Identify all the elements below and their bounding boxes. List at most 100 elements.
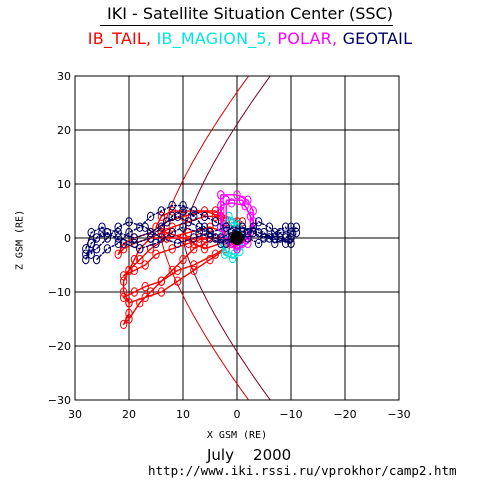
orbit-loop [254,217,263,227]
orbit-loop [281,222,290,232]
orbit-loop [200,244,209,254]
orbit-loop [119,244,128,254]
orbit-loop [119,271,128,281]
orbit-loop [130,233,139,243]
x-tick-label: 10 [176,408,190,421]
orbit-loop [119,292,128,303]
orbit-loop [119,287,128,297]
orbit-loop [92,254,101,265]
orbit-loop [190,233,198,243]
orbit-loop [241,200,249,211]
orbit-loop [136,254,144,265]
orbit-loop [168,244,176,254]
orbit-loop [103,244,112,254]
x-tick-label: 30 [68,408,82,421]
orbit-loop [114,222,122,232]
orbit-loop [146,233,155,243]
orbit-loop [141,292,149,303]
orbit-loop [200,211,209,222]
orbit-loop [222,238,230,249]
orbit-track [85,221,292,255]
orbit-loop [271,227,279,238]
orbit-loop [287,227,295,238]
orbit-loop [125,298,133,308]
orbit-loop [184,238,193,249]
orbit-loop [217,200,225,211]
orbit-loop [157,211,166,222]
orbit-track [96,204,291,261]
orbit-loop [206,233,214,243]
orbit-loop [211,249,220,259]
orbit-loop [244,238,252,249]
orbit-loop [217,190,225,200]
orbit-loop [87,227,95,238]
orbit-loop [163,227,171,238]
orbit-loop [217,238,225,249]
orbit-loop [200,238,209,249]
footer-url-link[interactable]: http://www.iki.rssi.ru/vprokhor/camp2.ht… [148,463,457,478]
orbit-loop [168,211,176,222]
orbit-loop [119,319,128,330]
orbit-loop [114,227,122,238]
x-tick-label: 0 [234,408,241,421]
orbit-loop [119,276,128,286]
orbit-loop [179,222,187,232]
y-tick-label: −30 [48,394,71,407]
orbit-loop [125,217,133,227]
orbit-loop [200,222,209,232]
orbit-loop [173,211,182,222]
legend: IB_TAIL, IB_MAGION_5, POLAR, GEOTAIL [0,29,500,48]
orbit-loop [130,287,139,297]
orbit-loop [125,227,133,238]
orbit-loop [195,222,203,232]
orbit-loop [206,222,214,232]
legend-separator: , [146,29,157,48]
orbit-loop [190,206,198,216]
orbit-loop [220,249,229,259]
orbit-loop [103,233,112,243]
orbit-loop [157,276,166,286]
orbit-loop [157,227,166,238]
orbit-loop [254,227,263,238]
orbit-loop [152,238,160,249]
boundary-magnetopause [182,76,271,400]
orbit-loop [92,244,101,254]
orbit-loop [265,222,274,232]
x-axis-label: X GSM (RE) [206,430,268,441]
earth-marker [229,230,245,246]
orbit-loop [292,227,301,238]
orbit-loop [254,238,263,249]
x-tick-label: −30 [387,408,410,421]
orbit-loop [184,227,193,238]
orbit-loop [82,249,90,259]
orbit-loop [287,222,295,232]
orbit-loop [228,253,237,264]
orbit-loop [206,254,214,265]
legend-separator: , [332,29,343,48]
orbit-loop [179,200,187,211]
orbit-loop [190,260,198,270]
orbit-loop [211,217,220,227]
orbit-loop [249,222,257,232]
earth-icon [229,230,245,246]
y-tick-label: 10 [57,178,71,191]
orbit-track [122,242,232,304]
x-tick-label: 20 [122,408,136,421]
orbit-loop [179,206,187,216]
legend-item-polar: POLAR [277,29,332,48]
orbit-loop [271,233,279,243]
orbit-loop [190,265,198,276]
orbit-loop [141,222,149,232]
orbit-loop [190,211,198,222]
x-tick-label: −20 [333,408,356,421]
orbit-loop [157,233,166,243]
y-axis-label: Z GSM (RE) [14,209,26,271]
orbit-loop [168,206,176,216]
legend-separator: , [266,29,278,48]
orbit-loop [238,217,247,227]
orbit-loop [136,244,144,254]
orbit-loop [168,227,176,238]
orbit-loop [227,198,236,208]
orbit-loop [238,222,247,232]
orbit-loop [152,249,160,259]
